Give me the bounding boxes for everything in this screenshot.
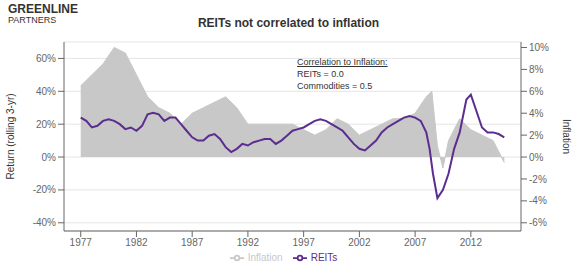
html-text:REITs not correlated to inflat: REITs not correlated to inflation: [197, 16, 380, 30]
html-text:REITs: REITs: [310, 251, 338, 263]
svg-text:1977: 1977: [70, 237, 93, 248]
svg-text:40%: 40%: [36, 86, 56, 97]
svg-text:-20%: -20%: [33, 184, 56, 195]
html-text:GREENLINE: GREENLINE: [8, 2, 78, 16]
svg-text:-40%: -40%: [33, 217, 56, 228]
svg-text:Return (rolling 3-yr): Return (rolling 3-yr): [8, 93, 16, 179]
html-text:Inflation: Inflation: [247, 251, 283, 263]
svg-text:2012: 2012: [460, 237, 483, 248]
svg-text:8%: 8%: [529, 64, 544, 75]
svg-text:1982: 1982: [125, 237, 148, 248]
svg-text:2007: 2007: [404, 237, 427, 248]
html-text:REITs = 0.0: REITs = 0.0: [297, 69, 344, 80]
svg-text:0%: 0%: [529, 152, 544, 163]
svg-text:6%: 6%: [529, 86, 544, 97]
svg-text:20%: 20%: [36, 119, 56, 130]
svg-text:4%: 4%: [529, 108, 544, 119]
svg-text:10%: 10%: [529, 42, 549, 53]
html-text:Commodities = 0.5: Commodities = 0.5: [297, 81, 373, 92]
svg-text:1997: 1997: [293, 237, 316, 248]
html-text:PARTNERS: PARTNERS: [8, 15, 57, 26]
svg-text:-6%: -6%: [529, 217, 547, 228]
html-text:Correlation to Inflation:: Correlation to Inflation:: [297, 57, 388, 67]
svg-text:Inflation: Inflation: [561, 119, 569, 154]
svg-text:-2%: -2%: [529, 174, 547, 185]
svg-text:1987: 1987: [181, 237, 204, 248]
svg-text:60%: 60%: [36, 53, 56, 64]
svg-text:2002: 2002: [348, 237, 371, 248]
svg-text:0%: 0%: [42, 152, 57, 163]
svg-text:2%: 2%: [529, 130, 544, 141]
svg-text:-4%: -4%: [529, 195, 547, 206]
svg-text:1992: 1992: [237, 237, 260, 248]
